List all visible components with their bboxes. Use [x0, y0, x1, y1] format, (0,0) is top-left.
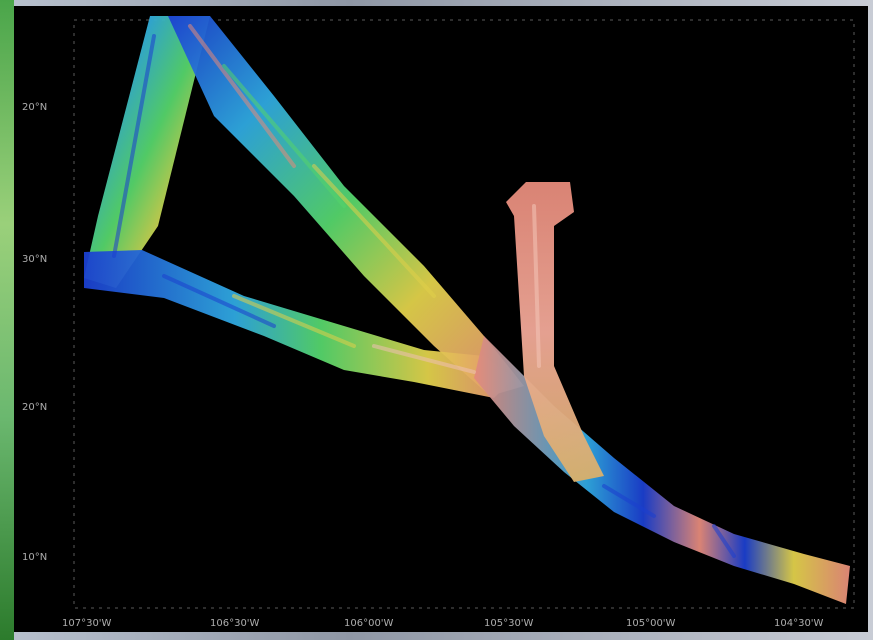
lon-label-1: 107°30'W	[62, 618, 112, 629]
map-svg: 20°N 30°N 20°N 10°N 107°30'W 106°30'W 10…	[22, 16, 855, 629]
lon-label-4: 105°30'W	[484, 618, 534, 629]
lat-label-4: 10°N	[22, 552, 47, 563]
survey-swath-west	[84, 16, 210, 288]
survey-swath-main-track	[474, 336, 850, 604]
lat-label-3: 20°N	[22, 402, 47, 413]
survey-swath-ridge	[506, 182, 604, 482]
lat-label-1: 20°N	[22, 102, 47, 113]
lon-label-2: 106°30'W	[210, 618, 260, 629]
lon-label-5: 105°00'W	[626, 618, 676, 629]
map-neatline	[73, 19, 855, 609]
bathymetry-map[interactable]: 20°N 30°N 20°N 10°N 107°30'W 106°30'W 10…	[14, 6, 868, 632]
lon-label-3: 106°00'W	[344, 618, 394, 629]
swath-texture	[112, 24, 736, 558]
left-window-edge	[0, 0, 14, 640]
lat-label-2: 30°N	[22, 254, 47, 265]
lon-label-6: 104°30'W	[774, 618, 824, 629]
